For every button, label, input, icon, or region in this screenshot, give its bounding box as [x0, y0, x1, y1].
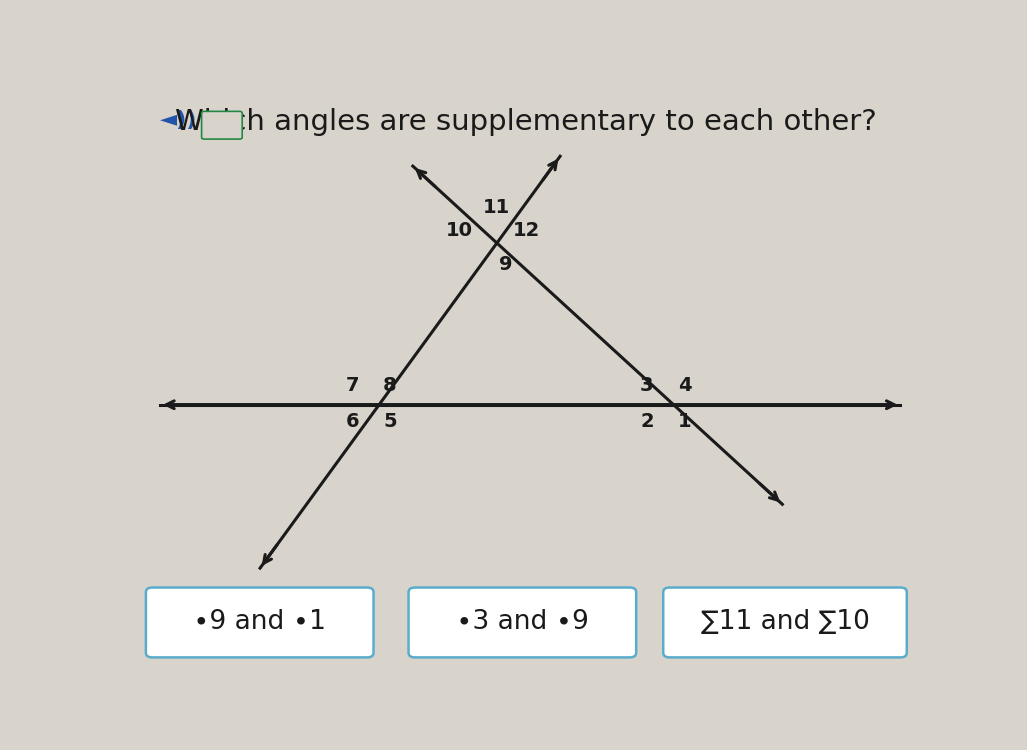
FancyBboxPatch shape — [409, 587, 636, 658]
FancyBboxPatch shape — [663, 587, 907, 658]
Text: ∑11 and ∑10: ∑11 and ∑10 — [700, 610, 870, 635]
Text: ◄)): ◄)) — [160, 110, 197, 130]
Text: 5: 5 — [383, 412, 396, 431]
Text: xA: xA — [214, 118, 229, 132]
Text: 6: 6 — [345, 412, 359, 431]
Text: 2: 2 — [640, 412, 654, 431]
Text: 3: 3 — [640, 376, 654, 394]
Text: 1: 1 — [678, 412, 691, 431]
FancyBboxPatch shape — [146, 587, 374, 658]
Text: 9: 9 — [499, 254, 512, 274]
Text: ∙9 and ∙1: ∙9 and ∙1 — [193, 610, 327, 635]
Text: ∙3 and ∙9: ∙3 and ∙9 — [456, 610, 588, 635]
Text: 7: 7 — [346, 376, 359, 394]
Text: 11: 11 — [484, 198, 510, 217]
Text: 10: 10 — [446, 221, 473, 240]
FancyBboxPatch shape — [201, 111, 242, 139]
Text: 8: 8 — [383, 376, 396, 394]
Text: 12: 12 — [512, 221, 540, 240]
Text: Which angles are supplementary to each other?: Which angles are supplementary to each o… — [176, 109, 877, 136]
Text: 4: 4 — [678, 376, 691, 394]
